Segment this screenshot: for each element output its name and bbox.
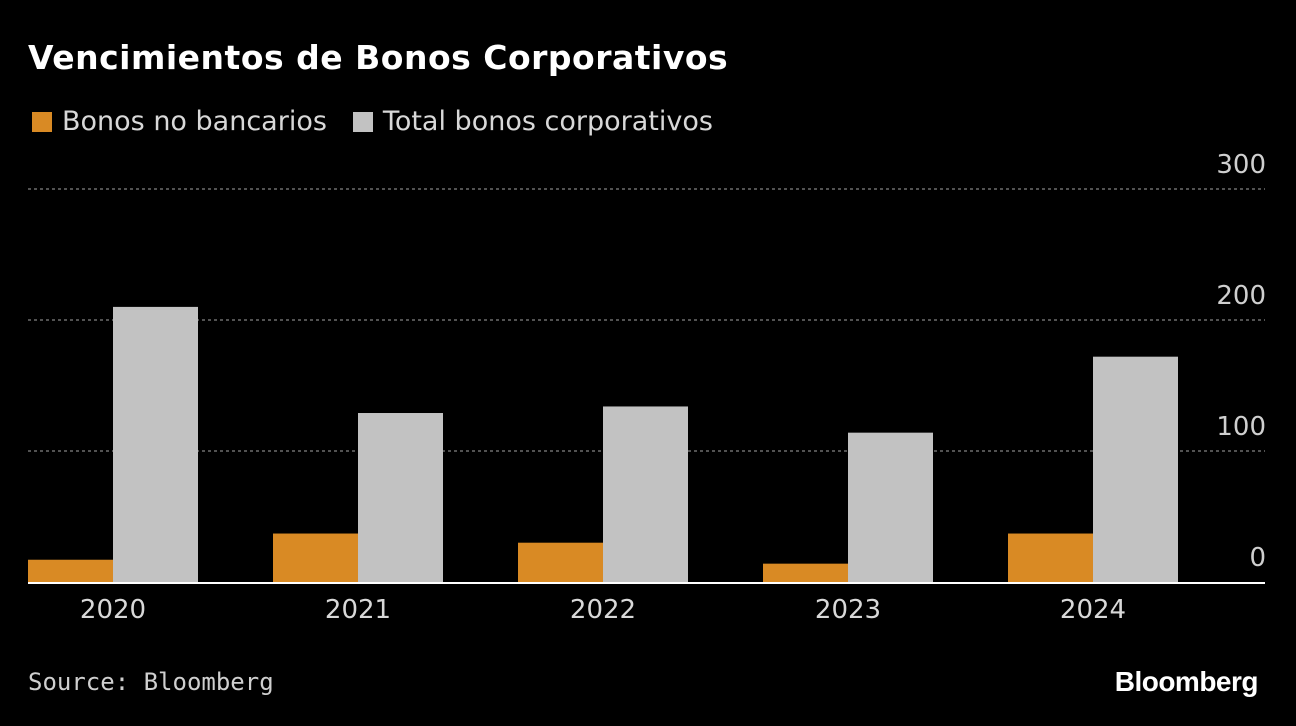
- legend-item-non-bank: Bonos no bancarios: [32, 106, 327, 137]
- legend-label-non-bank: Bonos no bancarios: [62, 106, 327, 137]
- chart-legend: Bonos no bancarios Total bonos corporati…: [32, 106, 739, 137]
- x-tick-label: 2021: [325, 595, 391, 625]
- y-tick-label: 300: [1216, 150, 1266, 180]
- bar-non-bank: [273, 533, 358, 582]
- bar-total: [1093, 356, 1178, 582]
- bar-total: [358, 413, 443, 582]
- y-tick-label: 0: [1249, 543, 1266, 573]
- y-tick-label: 100: [1216, 412, 1266, 442]
- legend-swatch-total: [352, 111, 373, 132]
- bar-total: [113, 306, 198, 582]
- bar-total: [603, 406, 688, 582]
- x-tick-label: 2020: [80, 595, 146, 625]
- bar-non-bank: [1008, 533, 1093, 582]
- y-tick-label: 200: [1216, 281, 1266, 311]
- x-tick-label: 2024: [1060, 595, 1126, 625]
- bar-non-bank: [28, 559, 113, 582]
- source-note: Source: Bloomberg: [28, 668, 274, 696]
- bar-total: [848, 432, 933, 582]
- legend-item-total: Total bonos corporativos: [352, 106, 713, 137]
- bloomberg-logo: Bloomberg: [1114, 666, 1259, 697]
- bar-non-bank: [763, 563, 848, 582]
- x-tick-label: 2023: [815, 595, 881, 625]
- x-tick-label: 2022: [570, 595, 636, 625]
- bar-non-bank: [518, 542, 603, 582]
- chart-title: Vencimientos de Bonos Corporativos: [28, 38, 729, 77]
- legend-label-total: Total bonos corporativos: [382, 106, 713, 137]
- legend-swatch-non-bank: [32, 111, 52, 132]
